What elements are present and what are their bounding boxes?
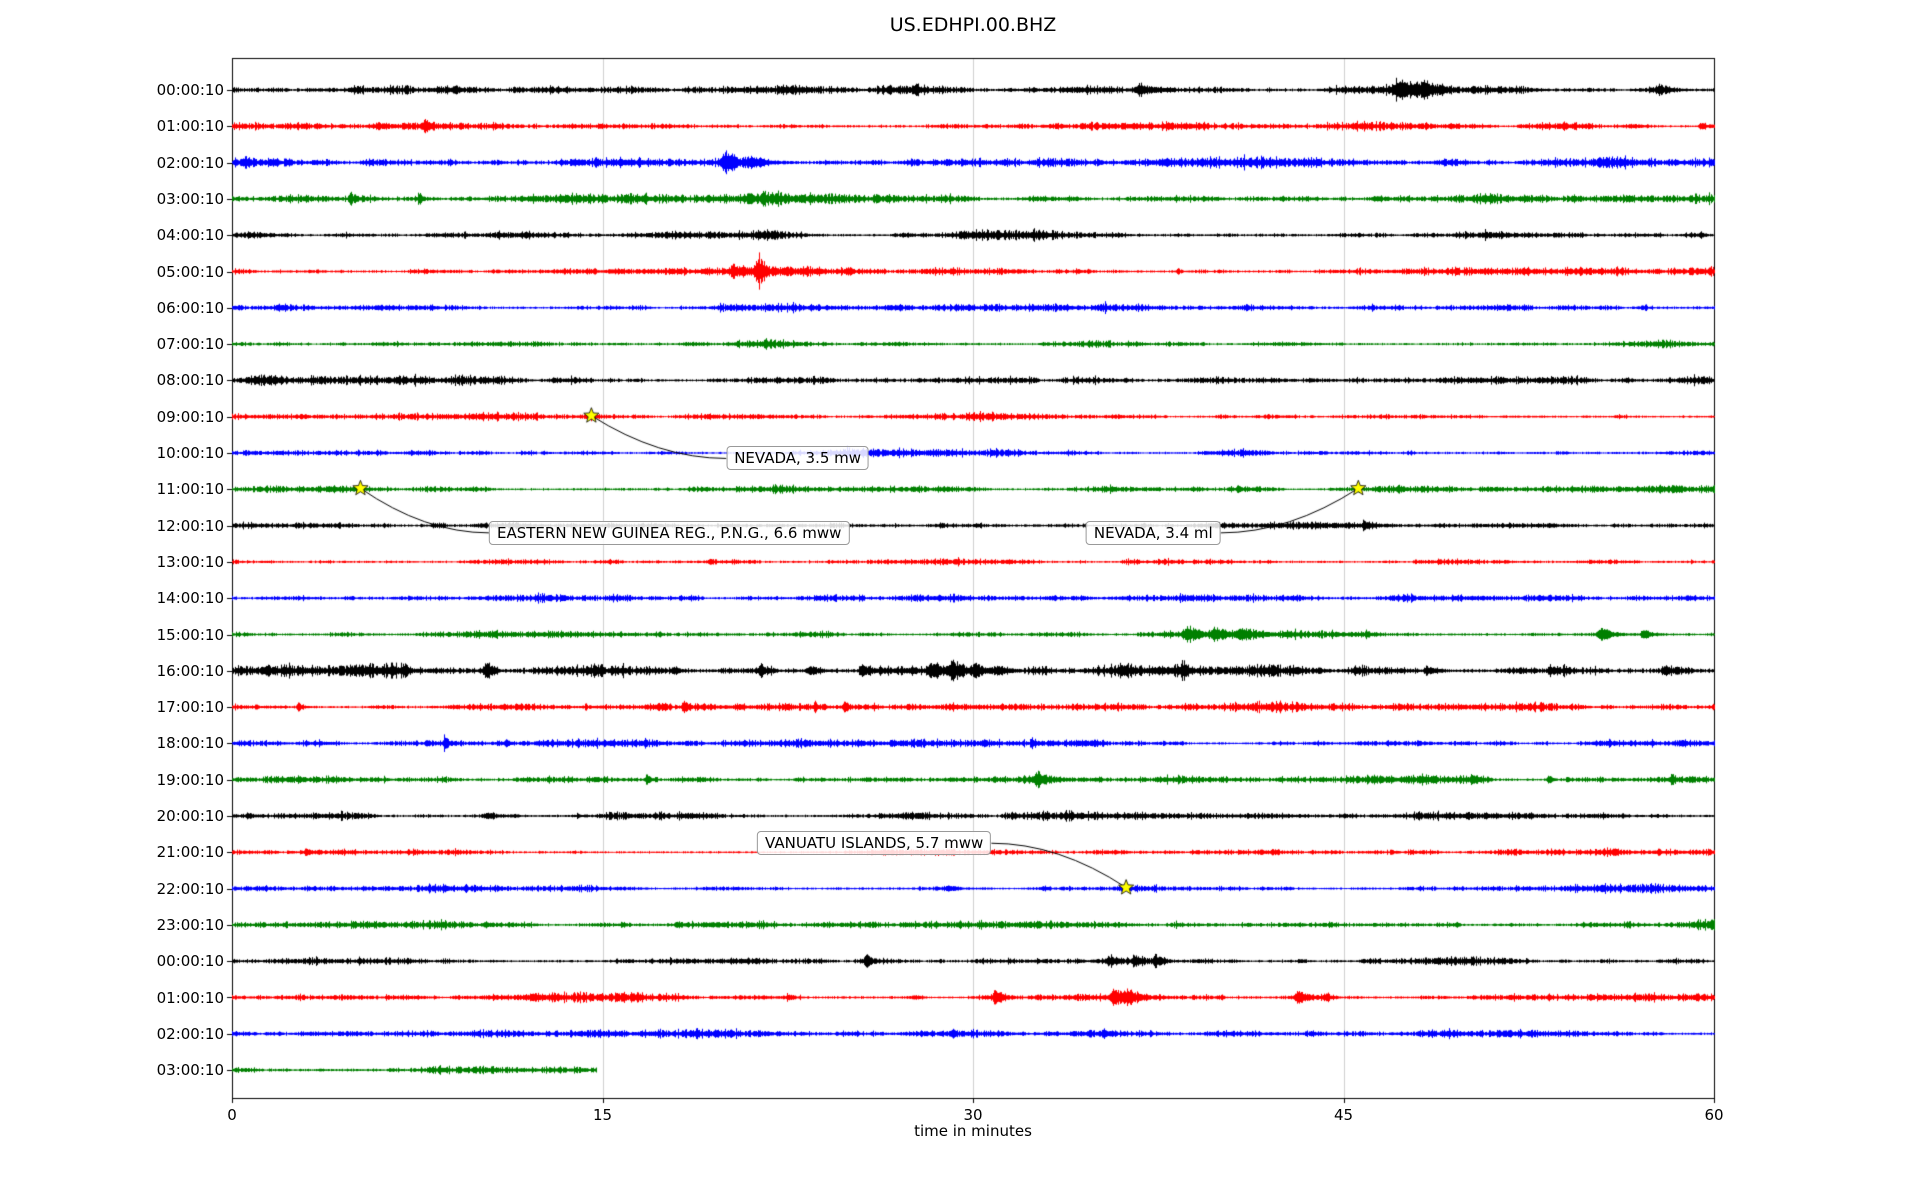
- y-tick-label: 17:00:10: [156, 698, 224, 717]
- y-tick-label: 00:00:10: [156, 81, 224, 99]
- x-tick-label: 45: [1333, 1106, 1354, 1124]
- y-tick-label: 05:00:10: [156, 262, 224, 281]
- y-tick-label: 10:00:10: [156, 444, 224, 462]
- y-tick-label: 11:00:10: [156, 480, 224, 499]
- event-label: EASTERN NEW GUINEA REG., P.N.G., 6.6 mww: [489, 520, 850, 545]
- y-tick-label: 13:00:10: [156, 552, 224, 571]
- y-tick-label: 03:00:10: [156, 1061, 224, 1080]
- y-tick-label: 15:00:10: [156, 625, 224, 644]
- chart-title: US.EDHPI.00.BHZ: [889, 14, 1057, 36]
- y-tick-label: 09:00:10: [156, 407, 224, 426]
- y-tick-label: 02:00:10: [156, 153, 224, 172]
- y-tick-label: 02:00:10: [156, 1024, 224, 1043]
- x-tick-label: 60: [1704, 1106, 1724, 1124]
- x-tick-label: 0: [227, 1106, 237, 1124]
- y-tick-label: 16:00:10: [156, 661, 224, 680]
- event-label: NEVADA, 3.5 mw: [726, 446, 870, 471]
- y-tick-label: 23:00:10: [156, 915, 224, 934]
- y-tick-label: 18:00:10: [156, 734, 224, 753]
- y-tick-label: 00:00:10: [156, 952, 224, 971]
- x-tick-label: 30: [963, 1106, 983, 1124]
- y-tick-label: 04:00:10: [156, 226, 224, 245]
- event-label: NEVADA, 3.4 ml: [1085, 520, 1221, 545]
- y-tick-label: 21:00:10: [156, 843, 224, 862]
- y-tick-label: 03:00:10: [156, 189, 224, 208]
- y-tick-label: 08:00:10: [156, 371, 224, 390]
- y-tick-label: 01:00:10: [156, 988, 224, 1007]
- x-axis-title: time in minutes: [914, 1122, 1032, 1140]
- x-tick-label: 15: [592, 1106, 613, 1124]
- y-tick-label: 14:00:10: [156, 589, 224, 608]
- y-tick-label: 19:00:10: [156, 770, 224, 789]
- y-tick-label: 22:00:10: [156, 879, 224, 898]
- y-tick-label: 01:00:10: [156, 117, 224, 136]
- y-tick-label: 06:00:10: [156, 298, 224, 317]
- event-label: VANUATU ISLANDS, 5.7 mww: [757, 831, 992, 856]
- y-tick-label: 12:00:10: [156, 516, 224, 535]
- y-tick-label: 07:00:10: [156, 335, 224, 354]
- y-tick-label: 20:00:10: [156, 807, 224, 825]
